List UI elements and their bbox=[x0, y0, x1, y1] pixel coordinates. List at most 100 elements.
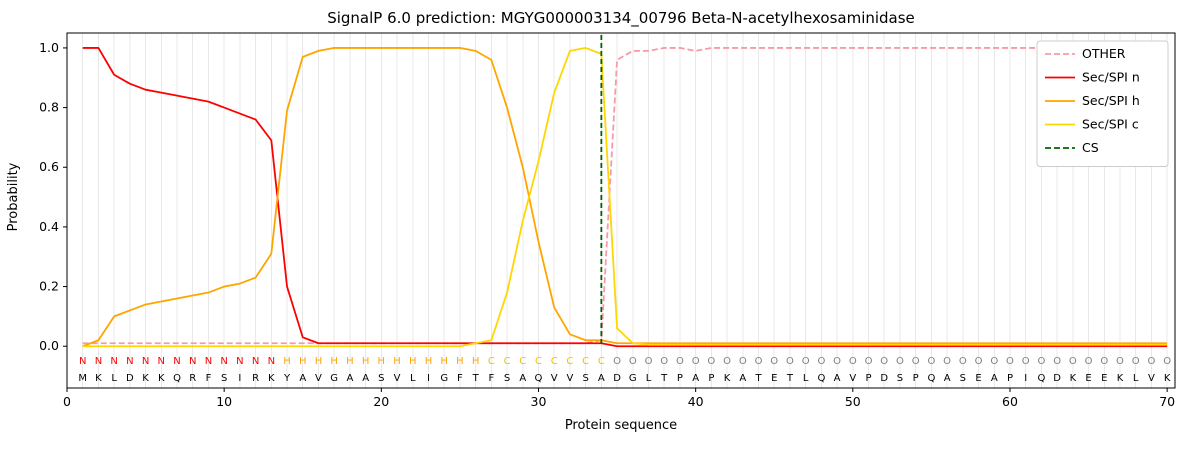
residue-letter: A bbox=[346, 373, 353, 384]
region-label: H bbox=[299, 356, 307, 367]
residue-letter: A bbox=[598, 373, 605, 384]
region-label: C bbox=[582, 356, 589, 367]
region-label: O bbox=[849, 356, 857, 367]
residue-letter: E bbox=[1085, 373, 1091, 384]
residue-letter: E bbox=[975, 373, 981, 384]
residue-letter: A bbox=[519, 373, 526, 384]
residue-letter: I bbox=[238, 373, 241, 384]
region-label: O bbox=[1022, 356, 1030, 367]
region-label: O bbox=[912, 356, 920, 367]
region-label: N bbox=[173, 356, 180, 367]
residue-letter: A bbox=[834, 373, 841, 384]
residue-letter: V bbox=[394, 373, 401, 384]
region-label: O bbox=[802, 356, 810, 367]
residue-letter: S bbox=[504, 373, 510, 384]
residue-letter: D bbox=[880, 373, 888, 384]
residue-letter: A bbox=[991, 373, 998, 384]
region-label: O bbox=[755, 356, 763, 367]
region-label: O bbox=[707, 356, 715, 367]
residue-letter: K bbox=[142, 373, 149, 384]
residue-letter: K bbox=[158, 373, 165, 384]
residue-letter: V bbox=[315, 373, 322, 384]
region-label: O bbox=[723, 356, 731, 367]
legend-label: CS bbox=[1082, 140, 1099, 155]
residue-letter: D bbox=[1053, 373, 1061, 384]
residue-letter: Q bbox=[535, 373, 543, 384]
residue-letter: S bbox=[582, 373, 588, 384]
region-label: O bbox=[1147, 356, 1155, 367]
residue-letter: S bbox=[378, 373, 384, 384]
region-label: O bbox=[1100, 356, 1108, 367]
residue-letter: F bbox=[488, 373, 494, 384]
region-label: C bbox=[504, 356, 511, 367]
residue-letter: T bbox=[660, 373, 668, 384]
residue-letter: S bbox=[221, 373, 227, 384]
region-label: N bbox=[126, 356, 133, 367]
residue-letter: K bbox=[1117, 373, 1124, 384]
residue-letter: G bbox=[330, 373, 338, 384]
y-tick-label: 0.8 bbox=[39, 100, 59, 115]
region-label: O bbox=[959, 356, 967, 367]
region-label: H bbox=[393, 356, 401, 367]
x-tick-label: 50 bbox=[845, 394, 861, 409]
residue-letter: Y bbox=[283, 373, 291, 384]
y-tick-label: 0.0 bbox=[39, 338, 59, 353]
residue-letter: P bbox=[677, 373, 683, 384]
residue-letter: V bbox=[849, 373, 856, 384]
y-tick-label: 1.0 bbox=[39, 40, 59, 55]
residue-letter: E bbox=[1101, 373, 1107, 384]
series-line-sec-spi-h bbox=[82, 47, 1168, 348]
residue-letter: F bbox=[457, 373, 463, 384]
residue-letter: R bbox=[189, 373, 196, 384]
region-label: O bbox=[613, 356, 621, 367]
region-label: N bbox=[95, 356, 102, 367]
region-label: O bbox=[1163, 356, 1171, 367]
region-label: O bbox=[880, 356, 888, 367]
residue-letter: I bbox=[427, 373, 430, 384]
residue-letter: M bbox=[78, 373, 87, 384]
region-label: O bbox=[692, 356, 700, 367]
residue-letter: K bbox=[95, 373, 102, 384]
region-label: H bbox=[362, 356, 370, 367]
residue-letter: T bbox=[786, 373, 794, 384]
residue-letter: R bbox=[252, 373, 259, 384]
region-label: O bbox=[786, 356, 794, 367]
region-label: O bbox=[817, 356, 825, 367]
residue-letter: S bbox=[897, 373, 903, 384]
region-label: N bbox=[189, 356, 196, 367]
residue-letter: S bbox=[960, 373, 966, 384]
residue-letter: Q bbox=[927, 373, 935, 384]
residue-letter: L bbox=[1133, 373, 1139, 384]
residue-letter: P bbox=[1007, 373, 1013, 384]
residue-letter: K bbox=[1164, 373, 1171, 384]
residue-letter: A bbox=[944, 373, 951, 384]
region-label: O bbox=[629, 356, 637, 367]
region-label: O bbox=[645, 356, 653, 367]
residue-letter: D bbox=[613, 373, 621, 384]
region-label: O bbox=[1053, 356, 1061, 367]
region-label: N bbox=[236, 356, 243, 367]
region-label: N bbox=[110, 356, 117, 367]
region-label: N bbox=[142, 356, 149, 367]
region-label: N bbox=[252, 356, 259, 367]
region-label: O bbox=[770, 356, 778, 367]
x-tick-label: 0 bbox=[63, 394, 71, 409]
region-label: C bbox=[488, 356, 495, 367]
x-tick-label: 30 bbox=[531, 394, 547, 409]
region-label: O bbox=[975, 356, 983, 367]
region-label: C bbox=[598, 356, 605, 367]
residue-letter: E bbox=[771, 373, 777, 384]
residue-letter: T bbox=[472, 373, 480, 384]
region-label: O bbox=[1037, 356, 1045, 367]
region-label: O bbox=[1069, 356, 1077, 367]
residue-letter: Q bbox=[1037, 373, 1045, 384]
series-line-sec-spi-n bbox=[82, 47, 1168, 348]
residue-letter: T bbox=[754, 373, 762, 384]
y-tick-label: 0.2 bbox=[39, 279, 59, 294]
residue-letter: V bbox=[551, 373, 558, 384]
y-axis-label: Probability bbox=[6, 162, 21, 231]
region-label: O bbox=[833, 356, 841, 367]
region-label: N bbox=[158, 356, 165, 367]
region-label: O bbox=[1085, 356, 1093, 367]
